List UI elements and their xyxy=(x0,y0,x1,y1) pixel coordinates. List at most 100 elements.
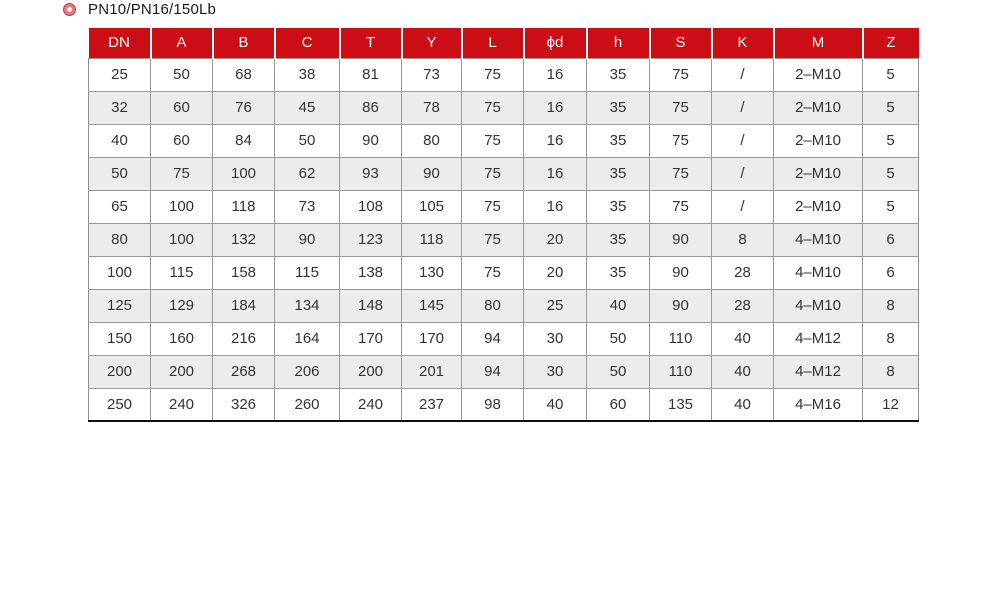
table-cell: 60 xyxy=(150,123,213,158)
table-cell: 268 xyxy=(212,354,275,389)
table-cell: 123 xyxy=(339,222,402,257)
table-cell: 94 xyxy=(461,354,524,389)
column-header: A xyxy=(149,28,213,58)
table-cell: 129 xyxy=(150,288,213,323)
table-cell: 38 xyxy=(274,57,340,92)
table-cell: 75 xyxy=(461,156,524,191)
table-cell: 160 xyxy=(150,321,213,356)
table-cell: 80 xyxy=(461,288,524,323)
table-cell: 108 xyxy=(339,189,402,224)
table-cell: 75 xyxy=(649,90,712,125)
table-cell: / xyxy=(711,57,774,92)
table-cell: 94 xyxy=(461,321,524,356)
table-cell: 2–M10 xyxy=(773,189,863,224)
table-cell: 240 xyxy=(150,387,213,422)
table-cell: 170 xyxy=(401,321,462,356)
table-cell: 130 xyxy=(401,255,462,290)
table-row: 25 50 68 38 81 73 75 16 35 75/2–M10 5 xyxy=(88,57,919,92)
table-cell: 65 xyxy=(88,189,151,224)
table-cell: 5 xyxy=(862,90,919,125)
table-cell: 4–M16 xyxy=(773,387,863,422)
table-row: 250 240 326 260 240 237 98 40 60 135 40 4–M16 12 xyxy=(88,387,919,422)
table-cell: 100 xyxy=(150,189,213,224)
table-cell: 73 xyxy=(274,189,340,224)
table-row: 80 100 132 90 123 118 75 20 35 90 8 4–M10 6 xyxy=(88,222,919,257)
table-cell: 158 xyxy=(212,255,275,290)
table-cell: 132 xyxy=(212,222,275,257)
table-cell: 20 xyxy=(523,222,587,257)
table-cell: 16 xyxy=(523,189,587,224)
column-header: Z xyxy=(861,28,919,58)
table-cell: 240 xyxy=(339,387,402,422)
table-cell: 200 xyxy=(339,354,402,389)
table-cell: / xyxy=(711,189,774,224)
table-cell: 35 xyxy=(586,123,650,158)
table-cell: 76 xyxy=(212,90,275,125)
table-cell: 28 xyxy=(711,288,774,323)
table-row: 65 100 118 73 108 105 75 16 35 75/2–M10 5 xyxy=(88,189,919,224)
table-cell: 30 xyxy=(523,321,587,356)
table-cell: 115 xyxy=(274,255,340,290)
table-cell: 40 xyxy=(711,354,774,389)
table-cell: 40 xyxy=(711,321,774,356)
table-cell: 40 xyxy=(88,123,151,158)
table-cell: 50 xyxy=(586,321,650,356)
table-cell: / xyxy=(711,156,774,191)
table-cell: 35 xyxy=(586,189,650,224)
table-row: 200 200 268 206 200 201 94 30 50 110 40 4–M12 8 xyxy=(88,354,919,389)
table-cell: 30 xyxy=(523,354,587,389)
table-cell: 118 xyxy=(212,189,275,224)
table-cell: 16 xyxy=(523,156,587,191)
table-cell: 35 xyxy=(586,255,650,290)
table-cell: 80 xyxy=(401,123,462,158)
table-cell: 16 xyxy=(523,57,587,92)
table-cell: 2–M10 xyxy=(773,123,863,158)
table-row: 40 60 84 50 90 80 75 16 35 75/2–M10 5 xyxy=(88,123,919,158)
table-cell: 100 xyxy=(88,255,151,290)
table-cell: 216 xyxy=(212,321,275,356)
table-cell: 32 xyxy=(88,90,151,125)
table-cell: 8 xyxy=(862,288,919,323)
table-cell: 50 xyxy=(88,156,151,191)
table-row: 150 160 216 164 170 170 94 30 50 110 40 4–M12 8 xyxy=(88,321,919,356)
table-cell: 86 xyxy=(339,90,402,125)
table-cell: 90 xyxy=(649,222,712,257)
table-cell: 35 xyxy=(586,90,650,125)
column-header: ϕd xyxy=(522,28,587,58)
table-cell: 50 xyxy=(586,354,650,389)
table-cell: 75 xyxy=(461,189,524,224)
table-cell: 75 xyxy=(461,222,524,257)
table-cell: 78 xyxy=(401,90,462,125)
table-cell: 20 xyxy=(523,255,587,290)
table-cell: 260 xyxy=(274,387,340,422)
table-cell: 184 xyxy=(212,288,275,323)
table-cell: 68 xyxy=(212,57,275,92)
table-cell: 93 xyxy=(339,156,402,191)
table-cell: 75 xyxy=(649,57,712,92)
table-cell: 25 xyxy=(523,288,587,323)
column-header: DN xyxy=(88,28,151,58)
table-cell: 5 xyxy=(862,57,919,92)
table-cell: 4–M10 xyxy=(773,255,863,290)
table-cell: 75 xyxy=(649,156,712,191)
column-header: K xyxy=(710,28,774,58)
table-cell: 150 xyxy=(88,321,151,356)
column-header: C xyxy=(273,28,340,58)
column-header: S xyxy=(648,28,712,58)
table-cell: 164 xyxy=(274,321,340,356)
table-cell: 6 xyxy=(862,255,919,290)
table-cell: 75 xyxy=(461,123,524,158)
table-cell: 2–M10 xyxy=(773,156,863,191)
table-cell: 4–M10 xyxy=(773,288,863,323)
table-cell: 100 xyxy=(150,222,213,257)
table-cell: 16 xyxy=(523,90,587,125)
table-cell: 84 xyxy=(212,123,275,158)
table-cell: / xyxy=(711,90,774,125)
table-cell: / xyxy=(711,123,774,158)
table-cell: 138 xyxy=(339,255,402,290)
table-cell: 5 xyxy=(862,123,919,158)
table-cell: 4–M10 xyxy=(773,222,863,257)
table-cell: 206 xyxy=(274,354,340,389)
table-cell: 45 xyxy=(274,90,340,125)
table-cell: 170 xyxy=(339,321,402,356)
